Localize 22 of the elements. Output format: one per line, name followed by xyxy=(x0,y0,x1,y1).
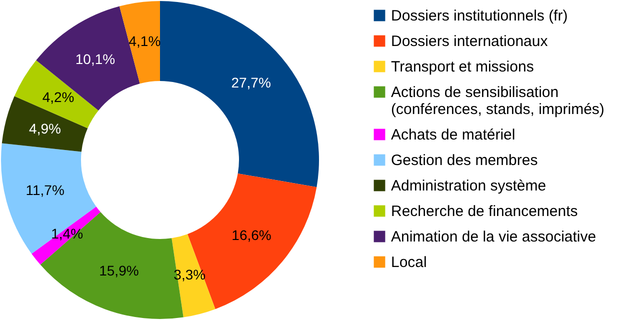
donut-slice xyxy=(172,234,216,318)
data-label: 27,7% xyxy=(231,74,271,90)
data-label: 4,9% xyxy=(29,120,61,136)
donut-slice xyxy=(32,206,101,265)
legend-label: Dossiers institutionnels (fr) xyxy=(391,8,568,24)
legend-label: Actions de sensibilisation (conférences, stands, imprimés) xyxy=(391,84,604,118)
data-label: 11,7% xyxy=(26,182,64,198)
legend-label: Animation de la vie associative xyxy=(391,228,596,246)
data-label: 15,9% xyxy=(99,262,139,279)
donut-slice xyxy=(160,1,319,188)
legend-label: Recherche de financements xyxy=(391,203,578,220)
donut-slice xyxy=(1,143,96,254)
legend-label: Dossiers internationaux xyxy=(391,33,548,50)
data-label: 10,1% xyxy=(75,51,116,68)
legend-label: Achats de matériel xyxy=(391,126,516,144)
data-label: 4,2% xyxy=(42,89,74,106)
donut-slice xyxy=(119,1,160,84)
legend-label: Transport et missions xyxy=(391,58,534,76)
data-label: 16,6% xyxy=(232,227,272,244)
legend-label: Local xyxy=(391,254,427,271)
legend-label: Administration système xyxy=(391,178,546,194)
legend-label: Gestion des membres xyxy=(391,152,538,169)
